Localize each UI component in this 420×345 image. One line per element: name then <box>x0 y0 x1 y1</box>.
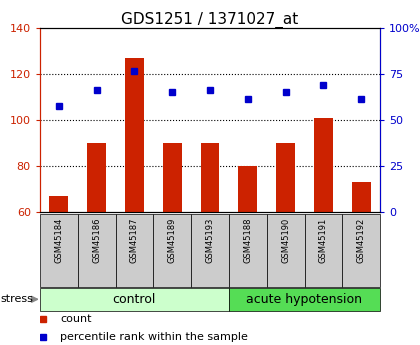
Text: GSM45184: GSM45184 <box>54 218 63 263</box>
Bar <box>267 214 304 287</box>
Bar <box>229 288 380 310</box>
Bar <box>342 214 380 287</box>
Text: percentile rank within the sample: percentile rank within the sample <box>60 332 248 342</box>
Text: control: control <box>113 293 156 306</box>
Bar <box>201 143 220 212</box>
Text: GSM45188: GSM45188 <box>243 218 252 263</box>
Text: count: count <box>60 315 92 324</box>
Bar <box>116 214 153 287</box>
Bar <box>78 214 116 287</box>
Text: GSM45186: GSM45186 <box>92 218 101 263</box>
Bar <box>87 143 106 212</box>
Bar <box>239 166 257 212</box>
Bar <box>40 288 229 310</box>
Bar <box>304 214 342 287</box>
Bar <box>314 118 333 212</box>
Bar <box>125 58 144 212</box>
Text: GSM45190: GSM45190 <box>281 218 290 263</box>
Text: GSM45187: GSM45187 <box>130 218 139 263</box>
Text: GSM45189: GSM45189 <box>168 218 177 263</box>
Bar <box>276 143 295 212</box>
Text: acute hypotension: acute hypotension <box>247 293 362 306</box>
Text: stress: stress <box>1 294 34 304</box>
Text: GSM45192: GSM45192 <box>357 218 366 263</box>
Bar <box>50 196 68 212</box>
Bar <box>229 214 267 287</box>
Text: GSM45191: GSM45191 <box>319 218 328 263</box>
Text: GSM45193: GSM45193 <box>205 218 215 263</box>
Bar <box>352 182 371 212</box>
Bar <box>163 143 182 212</box>
Bar <box>153 214 191 287</box>
Bar <box>40 214 78 287</box>
Title: GDS1251 / 1371027_at: GDS1251 / 1371027_at <box>121 11 299 28</box>
Bar <box>191 214 229 287</box>
